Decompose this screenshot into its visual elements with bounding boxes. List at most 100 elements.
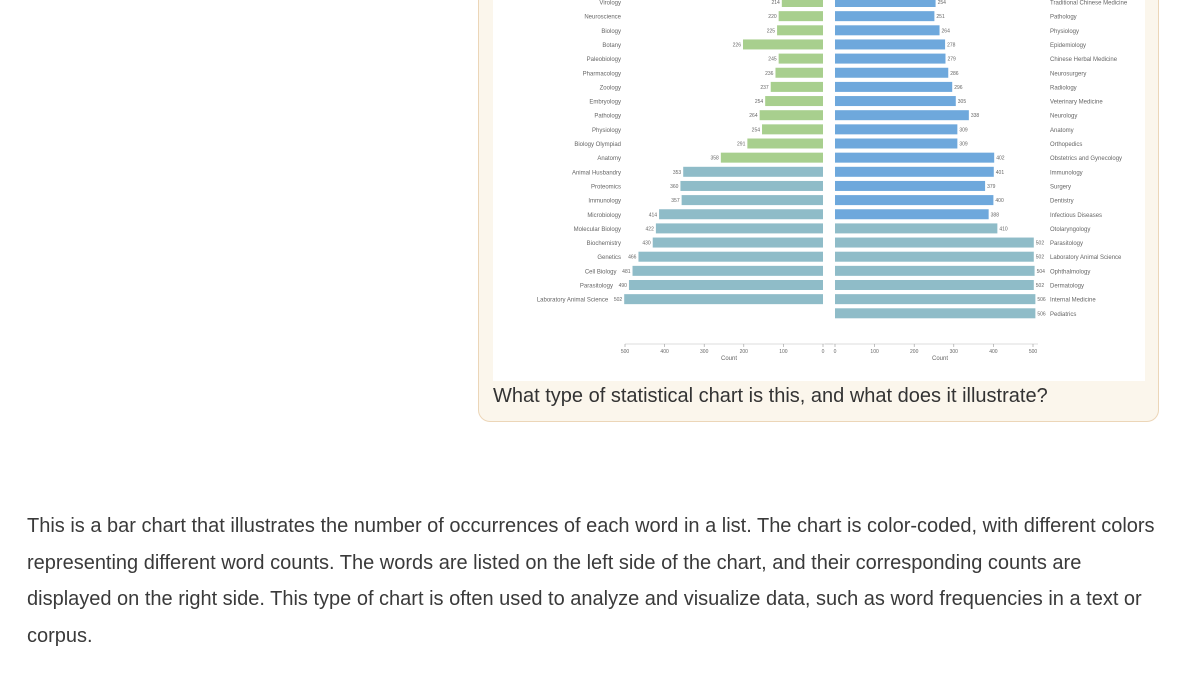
left-chart-bar [720, 152, 823, 163]
right-chart-axis-title: Count [932, 356, 948, 362]
right-chart-bar [835, 195, 994, 206]
left-chart-category-label: Pathology [594, 114, 621, 120]
left-chart-category-label: Paleobiology [587, 57, 621, 63]
left-chart-tick-label: 0 [822, 349, 825, 355]
right-chart-data-label: 254 [938, 0, 947, 6]
left-chart-bar [680, 180, 823, 191]
left-chart-data-label: 358 [710, 156, 719, 162]
right-chart-bar [835, 96, 956, 107]
left-chart-data-label: 226 [733, 42, 742, 48]
right-chart-tick-label: 300 [950, 349, 959, 355]
right-chart-category-label: Laboratory Animal Science [1050, 255, 1122, 261]
left-chart-bar [683, 166, 823, 177]
left-chart-category-label: Molecular Biology [574, 227, 621, 233]
right-chart-data-label: 279 [947, 57, 956, 63]
left-chart-category-label: Biochemistry [587, 241, 621, 247]
right-chart-bar [835, 180, 986, 191]
right-chart-category-label: Chinese Herbal Medicine [1050, 57, 1118, 63]
right-chart-bar [835, 294, 1036, 305]
right-chart-tick-label: 400 [989, 349, 998, 355]
right-chart-bar [835, 11, 935, 22]
left-chart-category-label: Parasitology [580, 284, 613, 290]
right-chart-data-label: 401 [996, 170, 1005, 176]
right-chart-bar [835, 25, 940, 36]
right-chart-category-label: Otolaryngology [1050, 227, 1090, 233]
right-chart-tick-label: 200 [910, 349, 919, 355]
assistant-answer-text: This is a bar chart that illustrates the… [27, 515, 1155, 647]
left-chart-tick-label: 300 [700, 349, 709, 355]
left-chart-bar [628, 280, 823, 290]
right-chart-category-label: Dermatology [1050, 284, 1084, 290]
left-chart-category-label: Botany [602, 43, 621, 49]
right-chart-bar [835, 110, 969, 121]
left-chart-category-label: Pharmacology [583, 71, 621, 77]
right-chart-category-label: Dentistry [1050, 199, 1074, 205]
right-chart-bar [835, 251, 1034, 262]
left-chart-bar [652, 237, 823, 248]
left-chart-bar [762, 124, 823, 135]
left-chart-category-label: Proteomics [591, 184, 621, 190]
right-chart-category-label: Epidemiology [1050, 43, 1086, 49]
right-chart-data-label: 278 [947, 42, 956, 48]
right-chart-data-label: 400 [995, 198, 1004, 204]
right-chart-category-label: Anatomy [1050, 128, 1074, 134]
left-chart-bar [778, 11, 823, 22]
left-chart-category-label: Laboratory Animal Science [537, 298, 609, 304]
left-chart-category-label: Genetics [597, 255, 621, 261]
right-chart-bar [835, 124, 958, 135]
left-chart-data-label: 237 [760, 85, 769, 91]
right-chart-tick-label: 500 [1029, 349, 1038, 355]
left-chart-category-label: Embryology [589, 100, 621, 106]
right-chart-bar [835, 39, 946, 50]
left-chart-bar [747, 138, 823, 149]
left-chart-category-label: Microbiology [587, 213, 621, 219]
left-chart-bar [743, 39, 823, 50]
right-chart-data-label: 379 [987, 184, 996, 190]
left-chart-bar [759, 110, 823, 121]
left-chart-data-label: 245 [768, 57, 777, 63]
right-chart-data-label: 286 [950, 71, 959, 77]
left-chart-bar [638, 251, 823, 262]
left-chart-data-label: 502 [614, 297, 623, 303]
right-chart-category-label: Immunology [1050, 170, 1083, 176]
right-chart-category-label: Infectious Diseases [1050, 213, 1102, 219]
left-chart-category-label: Physiology [592, 128, 621, 134]
right-chart-bar [835, 166, 994, 177]
right-chart-category-label: Orthopedics [1050, 142, 1082, 148]
right-chart-data-label: 502 [1036, 283, 1045, 289]
right-chart-category-label: Ophthalmology [1050, 269, 1090, 275]
left-chart-category-label: Virology [599, 1, 621, 7]
right-chart-bar [835, 280, 1034, 290]
right-chart-tick-label: 100 [870, 349, 879, 355]
left-chart-data-label: 236 [765, 71, 774, 77]
right-chart-data-label: 309 [959, 127, 968, 133]
right-chart-data-label: 251 [936, 14, 945, 20]
left-chart-category-label: Biology [601, 29, 621, 35]
right-chart-category-label: Parasitology [1050, 241, 1083, 247]
right-chart-category-label: Pediatrics [1050, 312, 1076, 318]
left-chart-bar [681, 195, 823, 206]
left-chart-data-label: 430 [642, 241, 651, 247]
right-chart-bar [835, 237, 1034, 248]
right-chart-category-label: Physiology [1050, 29, 1079, 35]
left-chart-tick-label: 500 [621, 349, 630, 355]
right-chart-bar [835, 67, 949, 78]
right-chart-category-label: Obstetrics and Gynecology [1050, 156, 1122, 162]
right-chart-data-label: 502 [1036, 241, 1045, 247]
left-chart-bar [659, 209, 823, 220]
right-chart-bar [835, 0, 936, 7]
left-chart-category-label: Anatomy [597, 156, 621, 162]
left-chart-category-label: Cell Biology [585, 269, 617, 275]
right-chart-bar [835, 152, 995, 163]
right-chart-category-label: Neurology [1050, 114, 1077, 120]
left-chart-bar [775, 67, 823, 78]
left-chart-data-label: 490 [619, 283, 628, 289]
right-chart-data-label: 504 [1037, 269, 1046, 275]
right-chart-category-label: Neurosurgery [1050, 71, 1086, 77]
left-chart-data-label: 254 [755, 99, 764, 105]
user-question-text: What type of statistical chart is this, … [493, 385, 1048, 407]
left-chart-category-label: Zoology [600, 85, 621, 91]
left-chart-bar [770, 81, 823, 92]
right-chart-data-label: 410 [999, 226, 1008, 232]
right-chart-bar [835, 81, 953, 92]
